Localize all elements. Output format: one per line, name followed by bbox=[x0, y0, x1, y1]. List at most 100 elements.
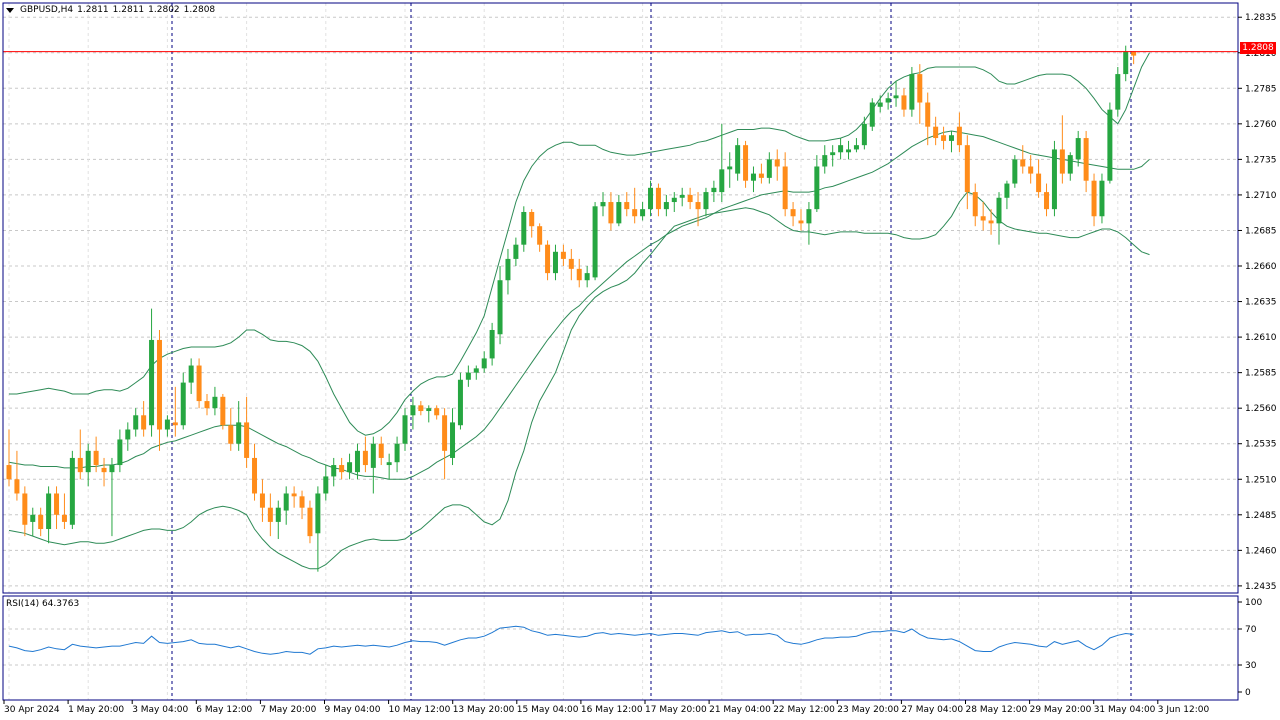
candle-body bbox=[1059, 149, 1065, 174]
candle-body bbox=[22, 493, 28, 525]
candle-body bbox=[133, 415, 139, 430]
candle-body bbox=[442, 415, 448, 451]
candle-body bbox=[1028, 166, 1034, 174]
candle-body bbox=[378, 443, 384, 458]
candle-body bbox=[450, 422, 456, 458]
candle-body bbox=[616, 202, 622, 224]
candle-body bbox=[172, 422, 178, 426]
candle-body bbox=[347, 462, 353, 473]
candle-body bbox=[853, 145, 859, 150]
price-tick-label: 1.2660 bbox=[1245, 262, 1277, 272]
candle-body bbox=[259, 493, 265, 508]
candle-body bbox=[774, 159, 780, 167]
candle-body bbox=[1091, 180, 1097, 217]
time-tick-label: 22 May 12:00 bbox=[773, 705, 835, 715]
candle-body bbox=[457, 379, 463, 426]
candle-body bbox=[1020, 159, 1026, 167]
chart-header[interactable]: GBPUSD,H4 1.2811 1.2811 1.2802 1.2808 bbox=[6, 5, 215, 15]
candle-body bbox=[6, 465, 12, 480]
candle-body bbox=[196, 365, 202, 402]
candle-body bbox=[941, 135, 947, 141]
candle-body bbox=[1075, 138, 1081, 160]
candle-body bbox=[830, 152, 836, 156]
candle-body bbox=[877, 102, 883, 107]
price-tick-label: 1.2610 bbox=[1245, 333, 1277, 343]
current-price-tag: 1.2808 bbox=[1240, 42, 1276, 54]
candle-body bbox=[434, 408, 440, 416]
price-tick-label: 1.2535 bbox=[1245, 440, 1277, 450]
candle-body bbox=[679, 194, 685, 198]
candle-body bbox=[69, 457, 75, 525]
candle-body bbox=[758, 173, 764, 178]
candle-body bbox=[394, 443, 400, 463]
candle-body bbox=[592, 206, 598, 278]
session-separators bbox=[171, 3, 1132, 700]
candle-body bbox=[790, 209, 796, 217]
candle-body bbox=[481, 358, 487, 369]
time-axis: 30 Apr 2024 1 May 20:00 3 May 04:00 6 May 1… bbox=[3, 700, 1210, 715]
candle-body bbox=[869, 102, 875, 127]
time-tick-label: 28 May 12:00 bbox=[966, 705, 1028, 715]
rsi-tick-label: 0 bbox=[1245, 688, 1251, 698]
price-tick-label: 1.2635 bbox=[1245, 298, 1277, 308]
dropdown-triangle-icon[interactable] bbox=[6, 7, 14, 13]
candle-body bbox=[988, 220, 994, 224]
candle-body bbox=[703, 192, 709, 210]
candle-body bbox=[798, 220, 804, 224]
rsi-grid bbox=[3, 596, 1238, 700]
candle-body bbox=[93, 450, 99, 466]
candle-body bbox=[663, 202, 669, 210]
candle-body bbox=[521, 211, 527, 245]
bollinger-middle bbox=[8, 130, 1150, 480]
price-tick-label: 1.2710 bbox=[1245, 191, 1277, 201]
candle-body bbox=[473, 368, 479, 373]
candle-body bbox=[576, 268, 582, 281]
bollinger-lower bbox=[8, 191, 1150, 570]
candle-body bbox=[307, 507, 313, 537]
candle-body bbox=[711, 187, 717, 193]
time-tick-label: 6 May 12:00 bbox=[196, 705, 252, 715]
bollinger-bands bbox=[8, 52, 1150, 570]
price-axis: 1.28351.28101.27851.27601.27351.27101.26… bbox=[1238, 13, 1277, 592]
candle-body bbox=[497, 280, 503, 335]
time-tick-label: 16 May 12:00 bbox=[581, 705, 643, 715]
symbol-timeframe: GBPUSD,H4 bbox=[20, 5, 74, 15]
candle-body bbox=[117, 439, 123, 466]
ohlc-close: 1.2808 bbox=[183, 5, 216, 15]
candle-body bbox=[46, 493, 52, 530]
candle-body bbox=[822, 155, 828, 167]
price-tick-label: 1.2485 bbox=[1245, 511, 1277, 521]
time-tick-label: 1 May 20:00 bbox=[68, 705, 124, 715]
candle-body bbox=[948, 135, 954, 141]
candle-body bbox=[996, 197, 1002, 224]
time-tick-label: 30 Apr 2024 bbox=[4, 705, 60, 715]
time-tick-label: 3 May 04:00 bbox=[132, 705, 188, 715]
candle-body bbox=[687, 194, 693, 203]
candle-body bbox=[964, 145, 970, 193]
candle-body bbox=[1107, 109, 1113, 181]
candle-body bbox=[608, 202, 614, 224]
candle-body bbox=[632, 209, 638, 217]
candle-body bbox=[727, 166, 733, 170]
candle-body bbox=[54, 493, 60, 515]
candle-body bbox=[600, 202, 606, 207]
candle-body bbox=[861, 123, 867, 146]
candle-body bbox=[806, 209, 812, 224]
candle-body bbox=[252, 457, 258, 494]
candle-body bbox=[560, 251, 566, 259]
candle-body bbox=[846, 149, 852, 153]
rsi-axis: 100 70 30 0 bbox=[1238, 598, 1262, 698]
price-tick-label: 1.2785 bbox=[1245, 84, 1277, 94]
price-grid bbox=[3, 3, 1238, 593]
candle-body bbox=[61, 514, 67, 522]
candle-body bbox=[814, 166, 820, 210]
candle-body bbox=[386, 462, 392, 466]
candle-body bbox=[14, 479, 20, 494]
candle-body bbox=[149, 339, 155, 426]
candle-body bbox=[838, 145, 844, 153]
candle-body bbox=[1012, 159, 1018, 184]
candle-body bbox=[917, 74, 923, 103]
candle-body bbox=[584, 273, 590, 281]
time-tick-label: 15 May 04:00 bbox=[517, 705, 579, 715]
